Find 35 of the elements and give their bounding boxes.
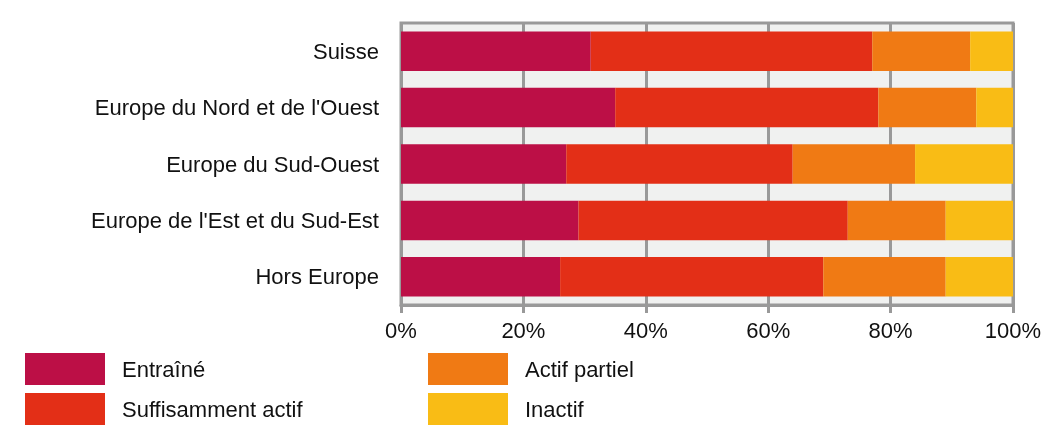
bar [945, 200, 1013, 241]
bar [590, 31, 873, 71]
legend-label: Suffisamment actif [122, 396, 304, 422]
bar [401, 144, 567, 184]
bar [792, 144, 916, 184]
legend-label: Entraîné [122, 356, 206, 382]
bar [847, 200, 946, 241]
bar [578, 200, 848, 241]
bar [970, 31, 1013, 71]
legend-label: Actif partiel [525, 356, 634, 382]
bar [878, 87, 977, 128]
x-tick-label: 100% [984, 317, 1042, 343]
bar [976, 87, 1013, 128]
bar [566, 144, 793, 184]
x-tick-label: 80% [868, 317, 913, 343]
y-tick-label: Europe du Nord et de l'Ouest [94, 95, 379, 121]
bar [401, 200, 579, 241]
y-tick-label: Europe de l'Est et du Sud-Est [91, 207, 379, 233]
x-tick-label: 0% [385, 317, 417, 343]
bar [872, 31, 971, 71]
bar [945, 257, 1013, 297]
bar [401, 87, 616, 128]
bar [401, 31, 591, 71]
y-tick-label: Suisse [312, 38, 379, 64]
y-tick-label: Europe du Sud-Ouest [166, 151, 379, 177]
x-tick-label: 40% [623, 317, 668, 343]
bar [823, 257, 946, 297]
y-tick-label: Hors Europe [255, 264, 379, 290]
bar [915, 144, 1013, 184]
bar [615, 87, 879, 128]
bar [401, 257, 561, 297]
x-tick-label: 20% [501, 317, 546, 343]
x-tick-label: 60% [746, 317, 791, 343]
bar [560, 257, 824, 297]
legend-label: Inactif [525, 396, 585, 422]
